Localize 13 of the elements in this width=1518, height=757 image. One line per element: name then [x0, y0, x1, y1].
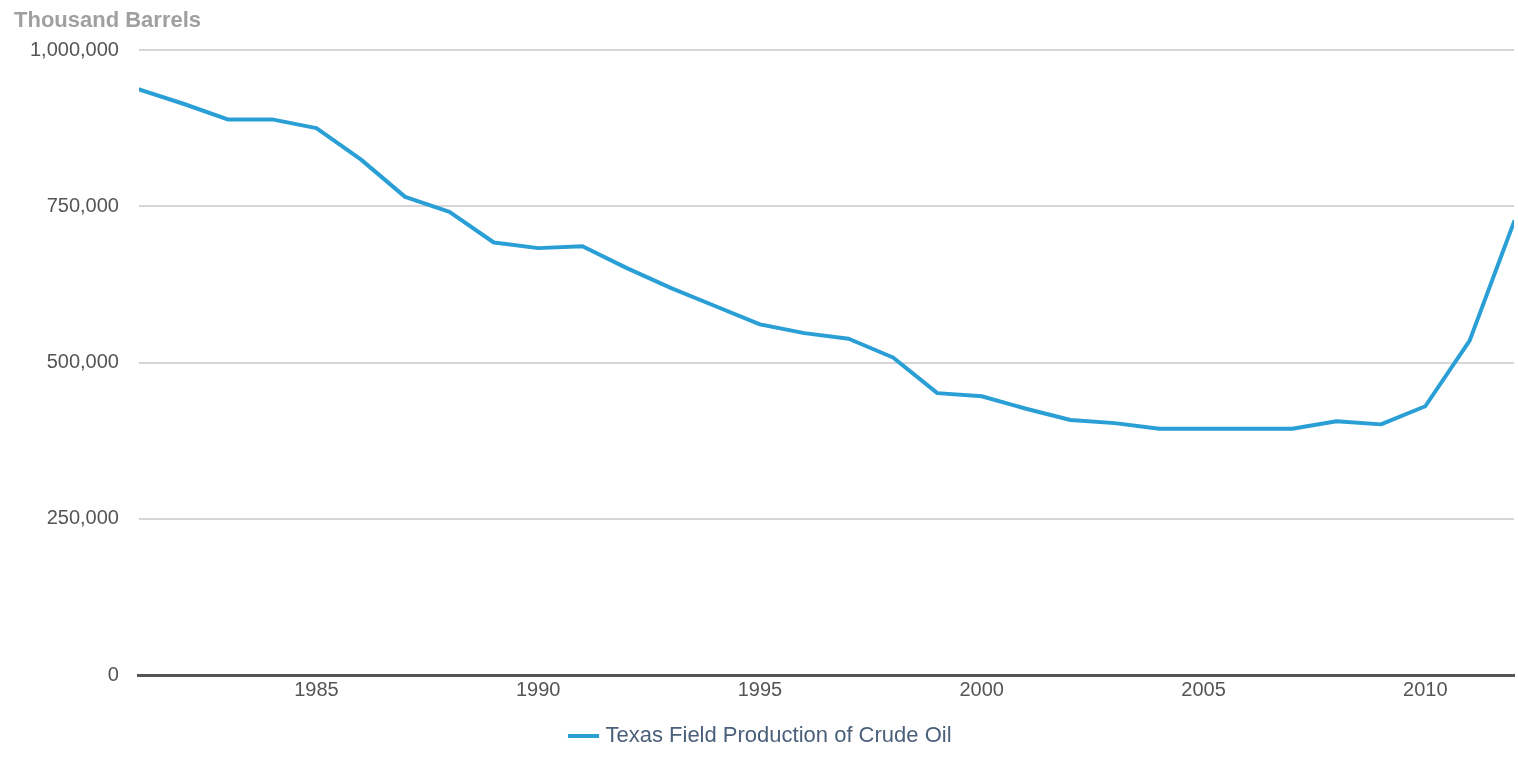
y-tick-label: 250,000	[46, 506, 119, 529]
x-tick-label: 1990	[515, 677, 561, 700]
x-tick-label: 1995	[737, 677, 783, 700]
y-tick-label: 1,000,000	[29, 37, 119, 60]
legend-label: Texas Field Production of Crude Oil	[605, 722, 952, 748]
y-tick-label: 750,000	[46, 193, 119, 216]
y-tick-label: 0	[107, 662, 119, 685]
y-axis-title: Thousand Barrels	[14, 7, 202, 33]
x-tick-label: 1985	[294, 677, 339, 700]
x-tick-label: 2000	[959, 677, 1004, 700]
x-tick-label: 2010	[1403, 677, 1448, 700]
x-tick-label: 2005	[1181, 677, 1226, 700]
y-tick-label: 500,000	[46, 350, 119, 373]
